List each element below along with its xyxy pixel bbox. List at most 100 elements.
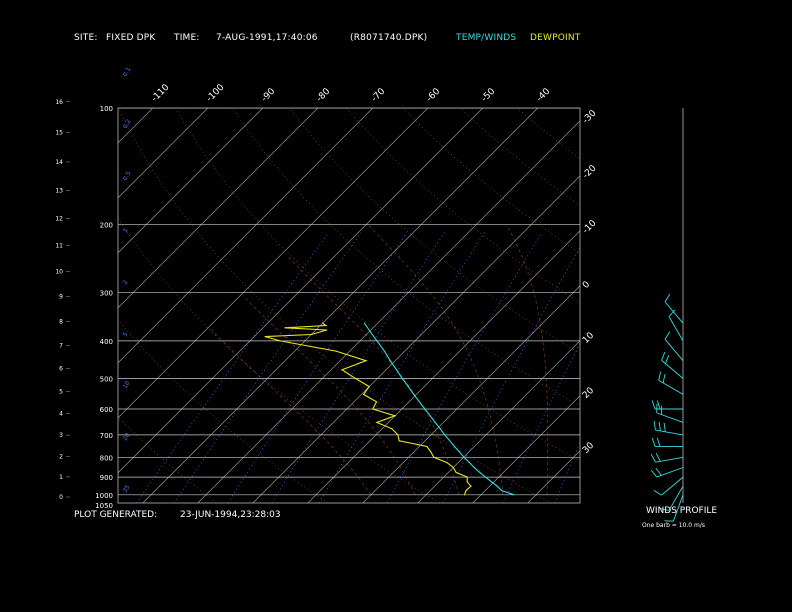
isotherm-line xyxy=(362,285,580,503)
pressure-tick-label: 700 xyxy=(100,432,113,440)
plot-generated-label: PLOT GENERATED: xyxy=(74,510,158,520)
height-tick-label: 11 xyxy=(55,242,63,249)
temperature-point xyxy=(401,377,403,379)
wind-barb-shaft xyxy=(656,467,684,478)
wind-barb-shaft xyxy=(668,316,684,342)
mixing-ratio-label: 35 xyxy=(122,484,132,494)
right-temperature-label: 0 xyxy=(581,280,592,291)
isotherm-line xyxy=(472,395,580,503)
dewpoint-point xyxy=(391,428,393,430)
temperature-point xyxy=(418,401,421,403)
time-value: 7-AUG-1991,17:40:06 xyxy=(216,33,318,43)
dewpoint-point xyxy=(398,440,400,442)
time-label: TIME: xyxy=(174,33,200,43)
temperature-point xyxy=(363,322,366,324)
mixing-ratio-line xyxy=(136,232,329,503)
wind-barb-flag xyxy=(653,489,662,496)
height-tick-label: 10 xyxy=(55,268,63,275)
wind-barb-shaft xyxy=(673,494,684,522)
wind-barb-shaft xyxy=(655,429,684,436)
height-tick-label: 13 xyxy=(55,188,63,195)
height-tick-label: 7 xyxy=(59,342,63,349)
wind-barb-flag xyxy=(655,453,661,462)
temperature-point xyxy=(407,385,409,388)
dewpoint-point xyxy=(310,333,312,336)
dewpoint-point xyxy=(372,408,374,410)
site-label: SITE: xyxy=(74,33,98,43)
isotherm-line xyxy=(307,230,580,503)
dry-adiabat-line xyxy=(459,108,580,206)
temperature-point xyxy=(413,393,415,395)
dewpoint-point xyxy=(466,481,468,483)
temperature-point xyxy=(434,421,436,424)
mixing-ratio-line xyxy=(173,232,362,503)
top-temperature-label: -90 xyxy=(260,86,278,104)
height-tick-label: 8 xyxy=(59,318,63,325)
temperature-point xyxy=(453,445,456,448)
right-temperature-label: -20 xyxy=(581,163,599,181)
height-tick-label: 2 xyxy=(59,453,63,460)
mixing-ratio-line xyxy=(554,442,580,503)
wind-barb-flag xyxy=(668,309,676,317)
temperature-point xyxy=(496,485,498,487)
height-tick-label: 12 xyxy=(55,215,63,222)
mixing-ratio-line xyxy=(271,232,445,503)
dewpoint-point xyxy=(397,434,399,436)
right-temperature-label: 30 xyxy=(581,441,596,456)
top-temperature-label: -110 xyxy=(150,82,172,104)
pressure-tick-label: 400 xyxy=(100,338,113,346)
mixing-ratio-label: 2 xyxy=(122,279,130,286)
temperature-point xyxy=(376,340,378,342)
height-tick-label: 16 xyxy=(55,99,63,106)
wind-barb-flag xyxy=(660,508,670,511)
wind-barb-flag xyxy=(662,373,666,383)
dewpoint-point xyxy=(426,445,428,448)
dewpoint-point xyxy=(375,401,378,403)
wind-barb-flag xyxy=(663,422,666,432)
height-tick-label: 3 xyxy=(59,432,63,439)
pressure-tick-label: 500 xyxy=(100,375,113,383)
pressure-tick-label: 200 xyxy=(100,221,113,229)
temperature-point xyxy=(463,456,465,458)
mixing-ratio-line xyxy=(442,246,580,503)
isotherm-line xyxy=(118,108,374,364)
mixing-ratio-label: 5 xyxy=(122,331,130,338)
wind-barb-shaft xyxy=(664,338,684,361)
mixing-ratio-line xyxy=(386,232,542,503)
height-tick-label: 9 xyxy=(59,294,63,301)
isotherm-line xyxy=(118,108,484,474)
dewpoint-point xyxy=(368,385,370,388)
mixing-ratio-line xyxy=(227,232,408,503)
wind-barb-shaft xyxy=(668,485,684,511)
wind-barb-flag xyxy=(664,293,671,302)
dewpoint-point xyxy=(365,360,367,362)
wind-barb-shaft xyxy=(658,379,684,395)
dewpoint-point xyxy=(363,393,365,395)
temperature-point xyxy=(444,434,446,436)
wind-barb-flag xyxy=(653,421,656,431)
wind-barb-flag xyxy=(664,355,670,364)
dewpoint-point xyxy=(264,336,266,338)
moist-adiabat-line xyxy=(367,224,504,495)
isotherm-line xyxy=(118,108,154,144)
isotherm-line xyxy=(118,108,209,199)
dewpoint-point xyxy=(452,466,454,469)
wind-barb-flag xyxy=(664,331,671,340)
pressure-tick-label: 600 xyxy=(100,406,113,414)
dewpoint-point xyxy=(335,350,337,352)
temperature-point xyxy=(449,440,451,442)
temperature-point xyxy=(501,489,503,492)
temperature-point xyxy=(389,360,391,362)
temperature-point xyxy=(479,471,481,473)
wind-barb-flag xyxy=(651,400,656,410)
wind-barb-flag xyxy=(655,467,662,476)
dry-adiabat-line xyxy=(402,108,580,254)
plot-frame xyxy=(117,107,581,504)
dewpoint-point xyxy=(470,485,472,487)
temperature-point xyxy=(468,461,470,464)
right-temperature-label: 10 xyxy=(581,331,596,346)
wind-barb-shaft xyxy=(656,412,684,423)
right-temperature-label: 20 xyxy=(581,386,596,401)
mixing-ratio-label: 0.1 xyxy=(122,66,133,78)
